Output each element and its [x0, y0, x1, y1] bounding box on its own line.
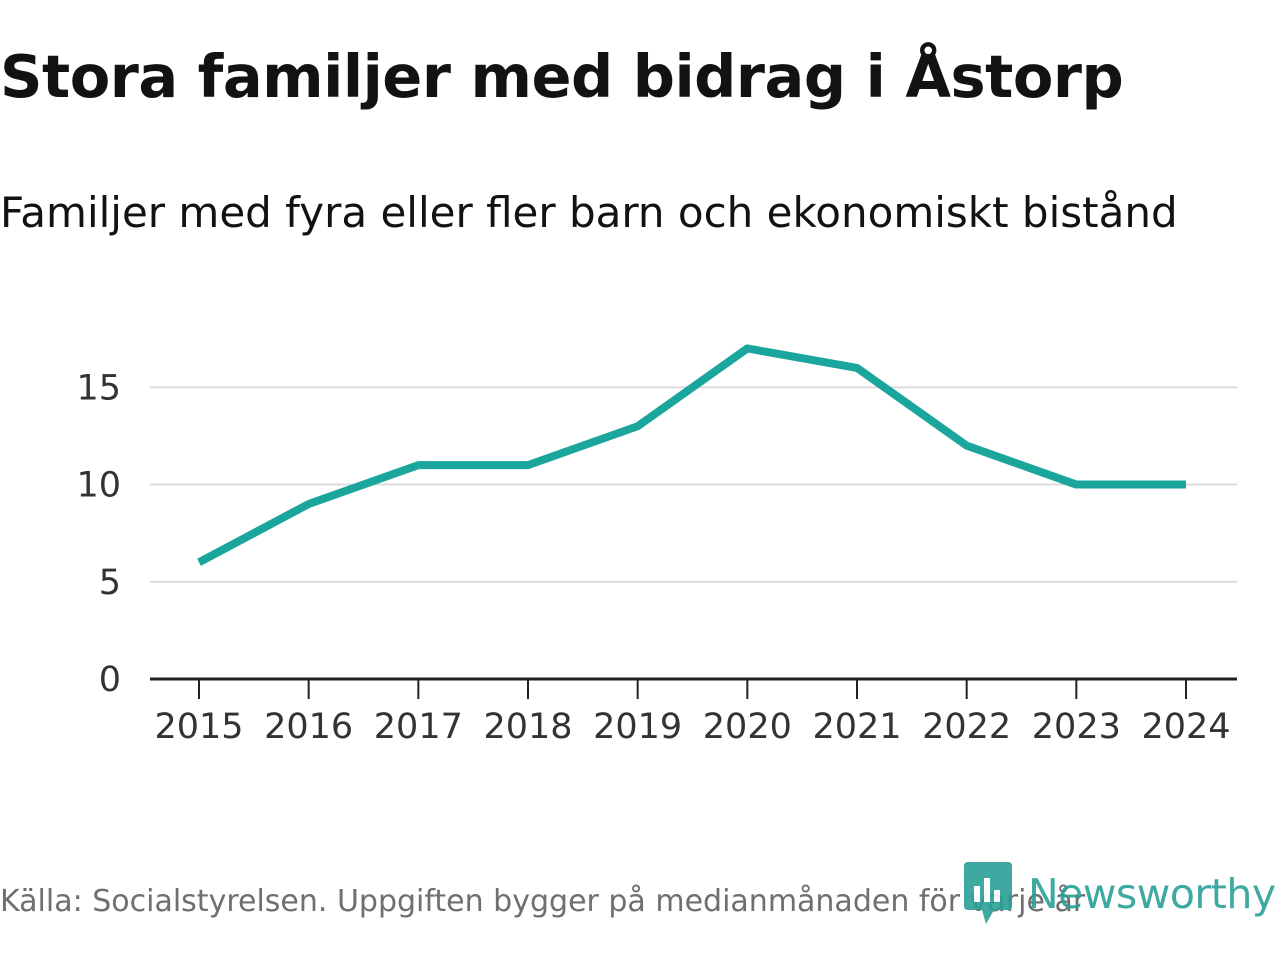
- chart-title: Stora familjer med bidrag i Åstorp: [0, 42, 1124, 111]
- x-tick-label: 2022: [922, 707, 1011, 747]
- series-group: [197, 344, 1186, 566]
- y-axis-ticks: 0 5 10 15: [76, 368, 121, 700]
- x-tick-label: 2019: [593, 707, 682, 747]
- brand-name: Newsworthy: [1028, 870, 1276, 918]
- x-tick-label: 2018: [483, 707, 572, 747]
- x-tick-label: 2015: [154, 707, 243, 747]
- x-tick-label: 2020: [703, 707, 792, 747]
- x-axis-ticks: 2015 2016 2017 2018 2019 2020 2021 2022 2023 2024: [154, 679, 1231, 747]
- x-tick-label: 2023: [1032, 707, 1121, 747]
- y-tick-label: 10: [76, 466, 121, 506]
- y-tick-label: 0: [99, 660, 121, 700]
- x-tick-label: 2024: [1141, 707, 1230, 747]
- x-tick-label: 2017: [374, 707, 463, 747]
- y-tick-label: 5: [99, 563, 121, 603]
- newsworthy-logo-icon: [964, 862, 1012, 924]
- chart-subtitle: Familjer med fyra eller fler barn och ek…: [0, 188, 1178, 237]
- brand-logo: Newsworthy: [962, 862, 1276, 926]
- y-tick-label: 15: [76, 368, 121, 408]
- source-note: Källa: Socialstyrelsen. Uppgiften bygger…: [0, 884, 1086, 919]
- x-tick-label: 2016: [264, 707, 353, 747]
- series-line: [197, 344, 1186, 566]
- x-tick-label: 2021: [812, 707, 901, 747]
